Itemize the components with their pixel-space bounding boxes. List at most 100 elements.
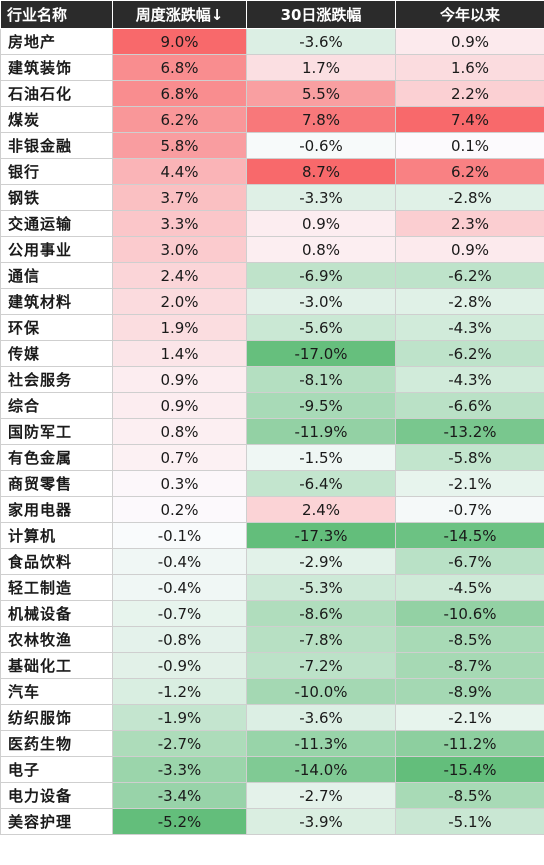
weekly-change-cell: -0.1% xyxy=(112,522,247,549)
weekly-change-cell: 6.8% xyxy=(112,54,247,81)
industry-name-cell: 轻工制造 xyxy=(0,574,113,601)
weekly-change-cell: -5.2% xyxy=(112,808,247,835)
table-row: 非银金融 5.8% -0.6% 0.1% xyxy=(0,132,544,159)
table-row: 轻工制造 -0.4% -5.3% -4.5% xyxy=(0,574,544,601)
30day-change-cell: -0.6% xyxy=(246,132,396,159)
30day-change-cell: -14.0% xyxy=(246,756,396,783)
industry-name-cell: 环保 xyxy=(0,314,113,341)
table-row: 汽车 -1.2% -10.0% -8.9% xyxy=(0,678,544,705)
ytd-change-cell: -2.1% xyxy=(395,704,544,731)
weekly-change-cell: -0.9% xyxy=(112,652,247,679)
ytd-change-cell: -15.4% xyxy=(395,756,544,783)
industry-name-cell: 计算机 xyxy=(0,522,113,549)
industry-name-cell: 家用电器 xyxy=(0,496,113,523)
weekly-change-cell: 0.8% xyxy=(112,418,247,445)
30day-change-cell: -11.9% xyxy=(246,418,396,445)
ytd-change-cell: -8.9% xyxy=(395,678,544,705)
30day-change-cell: 2.4% xyxy=(246,496,396,523)
weekly-change-cell: -3.4% xyxy=(112,782,247,809)
ytd-change-cell: -2.1% xyxy=(395,470,544,497)
30day-change-cell: 5.5% xyxy=(246,80,396,107)
30day-change-cell: -3.0% xyxy=(246,288,396,315)
table-row: 公用事业 3.0% 0.8% 0.9% xyxy=(0,236,544,263)
table-row: 医药生物 -2.7% -11.3% -11.2% xyxy=(0,730,544,757)
30day-change-cell: -7.2% xyxy=(246,652,396,679)
weekly-change-cell: 0.7% xyxy=(112,444,247,471)
weekly-change-cell: -1.9% xyxy=(112,704,247,731)
ytd-change-cell: -6.6% xyxy=(395,392,544,419)
ytd-change-cell: 2.3% xyxy=(395,210,544,237)
ytd-change-cell: -8.7% xyxy=(395,652,544,679)
ytd-change-cell: 0.9% xyxy=(395,28,544,55)
weekly-change-cell: 0.3% xyxy=(112,470,247,497)
industry-name-cell: 食品饮料 xyxy=(0,548,113,575)
weekly-change-cell: 2.4% xyxy=(112,262,247,289)
table-row: 煤炭 6.2% 7.8% 7.4% xyxy=(0,106,544,133)
30day-change-cell: -5.3% xyxy=(246,574,396,601)
30day-change-cell: -6.4% xyxy=(246,470,396,497)
table-row: 农林牧渔 -0.8% -7.8% -8.5% xyxy=(0,626,544,653)
industry-name-cell: 传媒 xyxy=(0,340,113,367)
table-row: 社会服务 0.9% -8.1% -4.3% xyxy=(0,366,544,393)
header-industry-name[interactable]: 行业名称 xyxy=(0,0,113,29)
ytd-change-cell: 2.2% xyxy=(395,80,544,107)
industry-name-cell: 社会服务 xyxy=(0,366,113,393)
table-row: 环保 1.9% -5.6% -4.3% xyxy=(0,314,544,341)
30day-change-cell: -17.0% xyxy=(246,340,396,367)
30day-change-cell: -10.0% xyxy=(246,678,396,705)
table-row: 银行 4.4% 8.7% 6.2% xyxy=(0,158,544,185)
weekly-change-cell: 0.9% xyxy=(112,392,247,419)
table-body: 房地产 9.0% -3.6% 0.9% 建筑装饰 6.8% 1.7% 1.6% 石油石化 6.8%… xyxy=(0,28,544,835)
weekly-change-cell: 3.0% xyxy=(112,236,247,263)
ytd-change-cell: -14.5% xyxy=(395,522,544,549)
ytd-change-cell: -6.7% xyxy=(395,548,544,575)
ytd-change-cell: 0.1% xyxy=(395,132,544,159)
table-row: 通信 2.4% -6.9% -6.2% xyxy=(0,262,544,289)
ytd-change-cell: -4.5% xyxy=(395,574,544,601)
table-row: 商贸零售 0.3% -6.4% -2.1% xyxy=(0,470,544,497)
ytd-change-cell: -13.2% xyxy=(395,418,544,445)
30day-change-cell: -5.6% xyxy=(246,314,396,341)
ytd-change-cell: -8.5% xyxy=(395,626,544,653)
weekly-change-cell: 5.8% xyxy=(112,132,247,159)
table-row: 电力设备 -3.4% -2.7% -8.5% xyxy=(0,782,544,809)
ytd-change-cell: -2.8% xyxy=(395,288,544,315)
30day-change-cell: -3.6% xyxy=(246,28,396,55)
industry-name-cell: 美容护理 xyxy=(0,808,113,835)
30day-change-cell: 1.7% xyxy=(246,54,396,81)
ytd-change-cell: 7.4% xyxy=(395,106,544,133)
weekly-change-cell: 9.0% xyxy=(112,28,247,55)
30day-change-cell: -17.3% xyxy=(246,522,396,549)
30day-change-cell: 0.9% xyxy=(246,210,396,237)
30day-change-cell: 0.8% xyxy=(246,236,396,263)
weekly-change-cell: 3.3% xyxy=(112,210,247,237)
header-30day-change[interactable]: 30日涨跌幅 xyxy=(246,0,396,29)
industry-name-cell: 煤炭 xyxy=(0,106,113,133)
30day-change-cell: -9.5% xyxy=(246,392,396,419)
ytd-change-cell: -6.2% xyxy=(395,340,544,367)
weekly-change-cell: -0.4% xyxy=(112,548,247,575)
industry-name-cell: 农林牧渔 xyxy=(0,626,113,653)
industry-name-cell: 电子 xyxy=(0,756,113,783)
header-ytd-change[interactable]: 今年以来 xyxy=(395,0,544,29)
table-row: 计算机 -0.1% -17.3% -14.5% xyxy=(0,522,544,549)
ytd-change-cell: -10.6% xyxy=(395,600,544,627)
weekly-change-cell: 6.8% xyxy=(112,80,247,107)
table-row: 建筑装饰 6.8% 1.7% 1.6% xyxy=(0,54,544,81)
ytd-change-cell: -5.8% xyxy=(395,444,544,471)
table-header: 行业名称 周度涨跌幅↓ 30日涨跌幅 今年以来 xyxy=(0,0,544,29)
industry-name-cell: 钢铁 xyxy=(0,184,113,211)
ytd-change-cell: -4.3% xyxy=(395,314,544,341)
weekly-change-cell: 0.9% xyxy=(112,366,247,393)
industry-name-cell: 机械设备 xyxy=(0,600,113,627)
table-row: 传媒 1.4% -17.0% -6.2% xyxy=(0,340,544,367)
table-row: 美容护理 -5.2% -3.9% -5.1% xyxy=(0,808,544,835)
header-weekly-change[interactable]: 周度涨跌幅↓ xyxy=(112,0,247,29)
weekly-change-cell: -0.8% xyxy=(112,626,247,653)
table-row: 石油石化 6.8% 5.5% 2.2% xyxy=(0,80,544,107)
weekly-change-cell: -3.3% xyxy=(112,756,247,783)
30day-change-cell: -11.3% xyxy=(246,730,396,757)
table-row: 综合 0.9% -9.5% -6.6% xyxy=(0,392,544,419)
industry-name-cell: 公用事业 xyxy=(0,236,113,263)
industry-name-cell: 房地产 xyxy=(0,28,113,55)
